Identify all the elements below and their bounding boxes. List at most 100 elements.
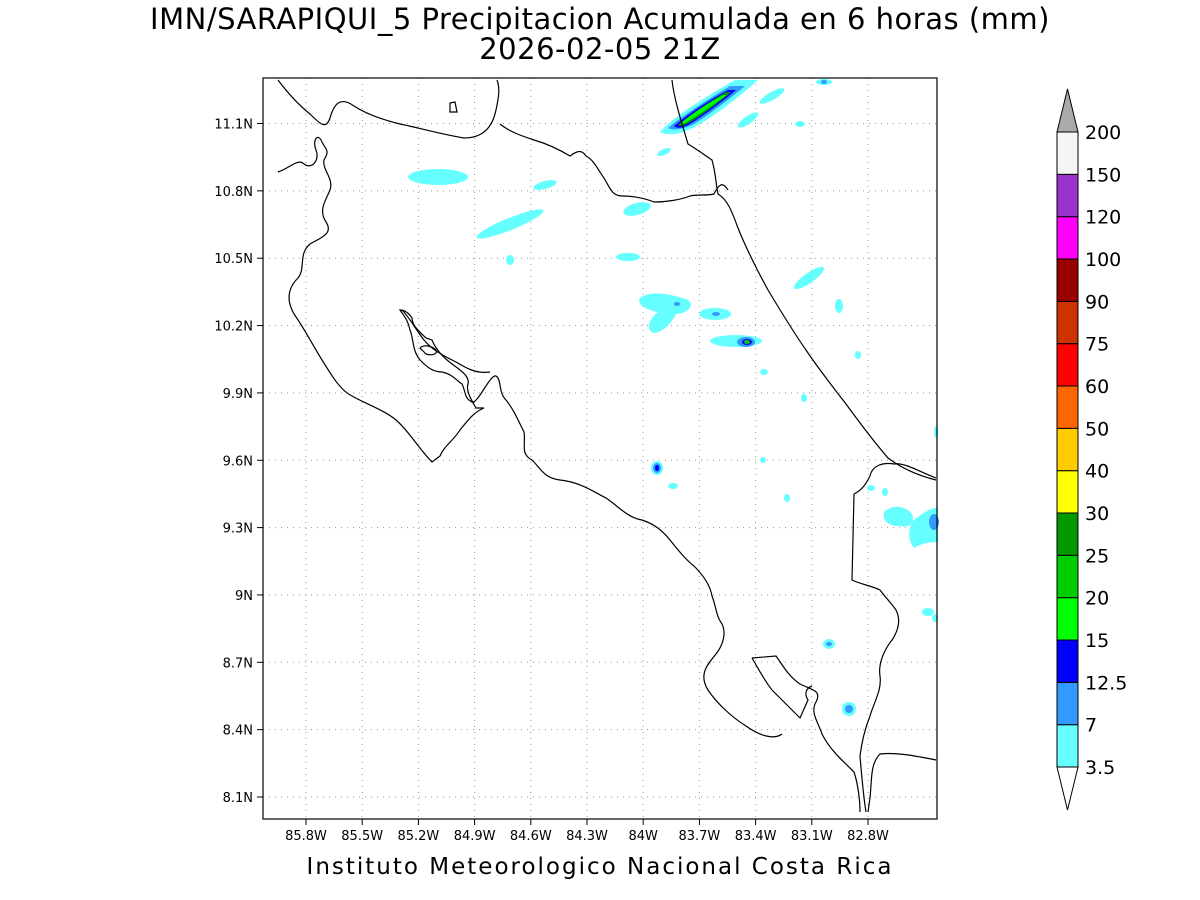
lat-tick-label: 9.3N <box>223 522 253 537</box>
precip-area <box>506 255 514 265</box>
precip-area <box>744 340 750 344</box>
island <box>449 101 458 113</box>
colorbar-swatch <box>1056 258 1079 302</box>
osa-peninsula <box>751 655 861 813</box>
colorbar-over-triangle <box>1056 88 1079 133</box>
map-frame <box>262 77 938 820</box>
lat-tick-label: 10.8N <box>214 185 253 200</box>
precip-area <box>801 394 807 402</box>
colorbar-label: 20 <box>1085 588 1109 610</box>
lon-tick-label: 84.3W <box>566 829 608 844</box>
colorbar-under-triangle <box>1056 766 1079 811</box>
colorbar-swatch <box>1056 512 1079 556</box>
colorbar-label: 200 <box>1085 122 1121 144</box>
precip-area <box>760 457 766 463</box>
colorbar-label: 60 <box>1085 376 1109 398</box>
lon-tick-label: 84.9W <box>454 829 496 844</box>
colorbar-label: 150 <box>1085 164 1121 186</box>
colorbar-swatch <box>1056 216 1079 260</box>
precipitation-areas <box>408 79 939 716</box>
colorbar-swatch <box>1056 343 1079 387</box>
lon-tick-label: 85.5W <box>341 829 383 844</box>
colorbar-swatch <box>1056 554 1079 599</box>
precip-area <box>867 485 875 491</box>
precip-area <box>533 180 557 190</box>
colorbar-swatch <box>1056 427 1079 472</box>
colorbar-swatch <box>1056 470 1079 514</box>
precip-area <box>784 494 790 502</box>
colorbar-swatch <box>1056 681 1079 726</box>
colorbar-label: 90 <box>1085 291 1109 313</box>
colorbar-label: 12.5 <box>1085 672 1127 694</box>
colorbar: 3.5 7 12.5 15 20 25 30 40 50 60 75 90 100 120 150 200 <box>1056 88 1127 811</box>
lat-tick-label: 9.6N <box>223 454 253 469</box>
precip-area <box>408 169 468 185</box>
colorbar-swatch <box>1056 131 1079 175</box>
colorbar-label: 120 <box>1085 207 1121 229</box>
golfo-dulce <box>751 657 813 720</box>
lat-tick-label: 11.1N <box>214 118 253 133</box>
colorbar-label: 30 <box>1085 503 1109 525</box>
precip-area <box>835 299 843 313</box>
lat-tick-label: 8.4N <box>223 724 253 739</box>
institution-footer: Instituto Meteorologico Nacional Costa R… <box>306 854 894 880</box>
colorbar-swatch <box>1056 173 1079 218</box>
precip-area <box>826 642 832 646</box>
precip-area <box>674 302 680 306</box>
lat-tick-label: 9.9N <box>223 387 253 402</box>
lon-tick-label: 84W <box>628 829 658 844</box>
lat-tick-label: 10.2N <box>214 320 253 335</box>
border-panama <box>851 462 937 813</box>
colorbar-swatch <box>1056 724 1079 768</box>
lon-tick-label: 83.7W <box>678 829 720 844</box>
colorbar-label: 7 <box>1085 715 1097 737</box>
colorbar-swatch <box>1056 597 1079 641</box>
island-lake <box>419 345 437 356</box>
precip-area <box>759 88 785 104</box>
border-north <box>499 123 729 203</box>
map-gridlines <box>257 78 937 825</box>
colorbar-label: 25 <box>1085 545 1109 567</box>
colorbar-label: 100 <box>1085 249 1121 271</box>
precip-area <box>845 705 853 713</box>
precip-area <box>793 266 825 290</box>
lon-tick-label: 85.2W <box>397 829 439 844</box>
colorbar-swatch <box>1056 385 1079 429</box>
lat-tick-label: 8.7N <box>223 656 253 671</box>
precip-area <box>681 95 727 124</box>
map-valid-time: 2026-02-05 21Z <box>479 32 721 66</box>
colorbar-swatch <box>1056 639 1079 683</box>
map-title: IMN/SARAPIQUI_5 Precipitacion Acumulada … <box>150 2 1050 36</box>
nicoya-gulf-coast <box>401 309 491 373</box>
lon-tick-label: 82.8W <box>847 829 889 844</box>
precip-area <box>737 112 759 128</box>
burica-coast <box>867 752 937 813</box>
colorbar-label: 15 <box>1085 630 1109 652</box>
precip-area <box>760 369 768 375</box>
precip-area <box>639 293 691 333</box>
colorbar-label: 3.5 <box>1085 757 1115 779</box>
precip-area <box>616 253 640 261</box>
precip-area <box>623 202 651 216</box>
pacific-coast-north <box>277 136 783 738</box>
caribbean-coast <box>671 79 937 481</box>
precip-area <box>476 209 544 239</box>
lat-tick-label: 8.1N <box>223 791 253 806</box>
precip-area <box>655 465 659 471</box>
precip-area <box>657 147 671 157</box>
lon-tick-label: 84.6W <box>510 829 552 844</box>
colorbar-label: 75 <box>1085 334 1109 356</box>
longitude-labels: 85.8W 85.5W 85.2W 84.9W 84.6W 84.3W 84W 83.7W 83… <box>285 829 889 844</box>
lon-tick-label: 83.1W <box>791 829 833 844</box>
colorbar-swatch <box>1056 300 1079 345</box>
precip-area <box>712 312 720 316</box>
colorbar-label: 40 <box>1085 461 1109 483</box>
coastlines <box>277 79 937 813</box>
lat-tick-label: 10.5N <box>214 252 253 267</box>
precip-area <box>855 351 861 359</box>
precip-area <box>795 121 805 127</box>
precip-area <box>922 608 934 616</box>
lat-tick-label: 9N <box>235 589 253 604</box>
lon-tick-label: 83.4W <box>735 829 777 844</box>
